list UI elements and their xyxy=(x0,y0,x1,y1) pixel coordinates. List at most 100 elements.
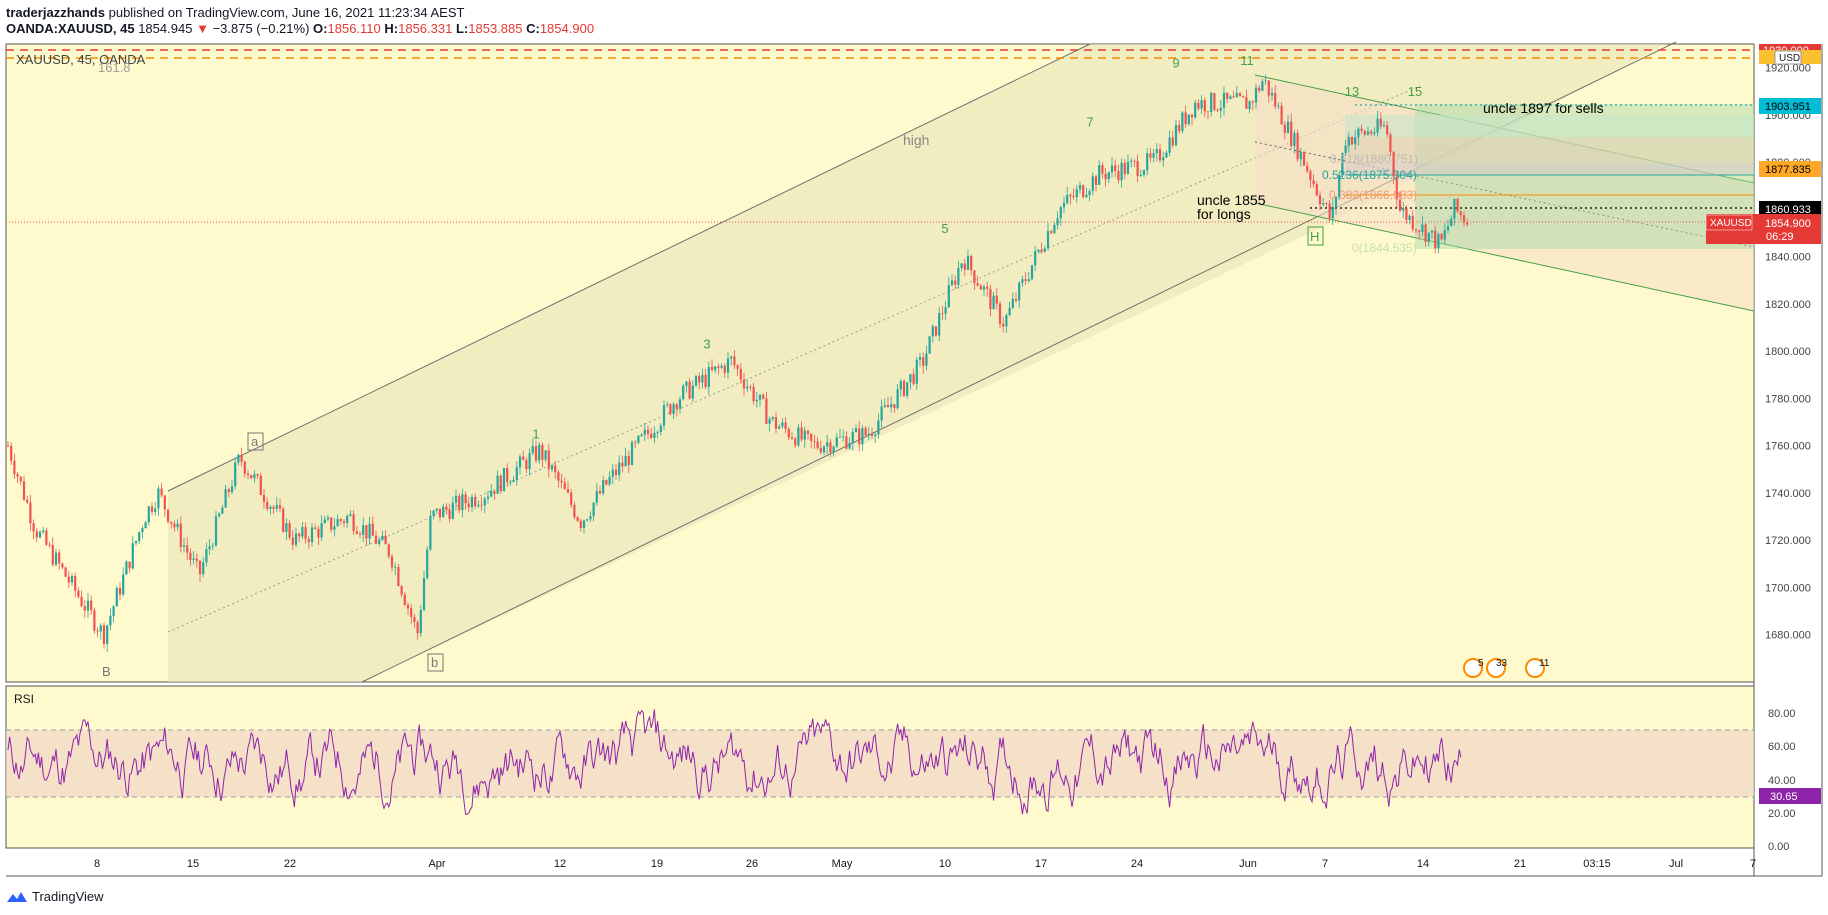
candle-body xyxy=(352,514,355,532)
candle-body xyxy=(848,442,851,449)
high-label: H: xyxy=(384,21,399,36)
orange-price-label: 1877.835 xyxy=(1765,164,1811,176)
candle-body xyxy=(1194,102,1197,118)
candle-body xyxy=(1459,211,1462,216)
candle-body xyxy=(925,353,928,366)
candle-body xyxy=(1424,224,1427,242)
candle-body xyxy=(544,450,547,460)
candle-body xyxy=(675,404,678,409)
candle-body xyxy=(707,366,710,387)
candle-body xyxy=(1037,249,1040,252)
candle-body xyxy=(1389,134,1392,152)
candle-body xyxy=(19,476,22,482)
candle-body xyxy=(1341,153,1344,176)
candle-body xyxy=(1376,118,1379,133)
candle-body xyxy=(739,368,742,380)
candle-body xyxy=(1168,137,1171,153)
candle-body xyxy=(1107,172,1110,180)
footer-brand[interactable]: TradingView xyxy=(6,889,104,904)
candle-body xyxy=(1440,233,1443,240)
uncle-long-line2: for longs xyxy=(1197,206,1251,222)
candle-body xyxy=(963,263,966,270)
candle-body xyxy=(451,502,454,519)
wave-label: 7 xyxy=(1086,115,1093,130)
candle-body xyxy=(720,365,723,368)
candle-body xyxy=(621,462,624,467)
rsi-axis[interactable]: 80.00 60.00 40.00 20.00 0.00 xyxy=(1768,708,1796,853)
fib-05236-label: 0.5236(1875.304) xyxy=(1322,168,1417,182)
published-info: published on TradingView.com, June 16, 2… xyxy=(108,5,465,20)
price-tick-label: 1800.000 xyxy=(1765,346,1811,358)
candle-body xyxy=(1085,194,1088,198)
rsi-current-label: 30.65 xyxy=(1770,791,1798,803)
candle-body xyxy=(1078,185,1082,190)
time-tick-label: 22 xyxy=(284,858,296,870)
candle-body xyxy=(1027,279,1030,281)
ohlc-line: OANDA:XAUUSD, 45 1854.945 ▼ −3.875 (−0.2… xyxy=(6,21,594,36)
candle-body xyxy=(938,313,941,336)
candle-body xyxy=(429,515,432,550)
candle-body xyxy=(301,527,304,537)
candle-body xyxy=(1395,176,1398,200)
price-tick-label: 1920.000 xyxy=(1765,63,1811,75)
candle-body xyxy=(1450,218,1453,227)
fib-zone-2 xyxy=(1345,137,1754,163)
candle-body xyxy=(1181,112,1184,132)
candle-body xyxy=(605,480,608,485)
candle-body xyxy=(70,575,74,583)
candle-body xyxy=(909,374,912,383)
candle-body xyxy=(1430,230,1434,233)
candle-body xyxy=(950,280,954,285)
candle-body xyxy=(266,501,269,509)
candle-body xyxy=(211,545,214,547)
candle-body xyxy=(464,494,467,504)
candle-body xyxy=(858,428,861,445)
candle-body xyxy=(1373,132,1376,134)
time-axis[interactable] xyxy=(6,848,1754,876)
candle-body xyxy=(493,490,496,494)
candle-body xyxy=(874,434,877,436)
flag-icon[interactable] xyxy=(1486,658,1506,678)
candle-body xyxy=(906,382,909,396)
candle-body xyxy=(714,366,717,371)
price-axis[interactable]: 1920.0001900.0001880.0001860.0001840.000… xyxy=(1765,63,1811,642)
candle-body xyxy=(54,552,58,565)
candle-body xyxy=(803,430,806,440)
time-axis-labels[interactable]: 8 15 22 Apr 12 19 26 May 10 17 24 Jun 7 14 21 03:15 Jul 7 xyxy=(94,858,1756,870)
candle-body xyxy=(1072,196,1075,198)
time-tick-label: 14 xyxy=(1417,858,1429,870)
wave-label: 13 xyxy=(1345,84,1359,99)
currency-badge[interactable] xyxy=(1774,50,1802,65)
economic-events[interactable]: 5 33 11 xyxy=(1463,658,1550,678)
candle-body xyxy=(816,441,819,448)
candle-body xyxy=(458,495,461,511)
candle-body xyxy=(1328,203,1331,219)
uncle-sell-label: uncle 1897 for sells xyxy=(1483,100,1604,116)
candle-body xyxy=(1370,131,1373,134)
candle-body xyxy=(285,523,288,532)
candle-body xyxy=(378,539,381,544)
flag-icon[interactable] xyxy=(1525,658,1545,678)
candle-body xyxy=(179,523,182,547)
flag-icon[interactable] xyxy=(1463,658,1483,678)
candle-body xyxy=(1082,185,1085,198)
wave-label: 5 xyxy=(941,221,948,236)
author-name[interactable]: traderjazzhands xyxy=(6,5,105,20)
candle-body xyxy=(653,433,656,438)
candle-body xyxy=(1248,101,1251,109)
candle-body xyxy=(157,488,160,509)
candle-body xyxy=(976,283,979,286)
candle-body xyxy=(934,326,938,336)
candle-body xyxy=(541,444,544,460)
candle-body xyxy=(467,503,470,508)
candle-body xyxy=(1427,232,1430,242)
candle-body xyxy=(896,389,899,409)
candle-body xyxy=(928,336,931,354)
candle-body xyxy=(922,357,925,366)
wave-label: 9 xyxy=(1172,55,1179,70)
candle-body xyxy=(998,303,1002,324)
candle-body xyxy=(880,406,883,421)
candle-body xyxy=(1382,125,1386,127)
